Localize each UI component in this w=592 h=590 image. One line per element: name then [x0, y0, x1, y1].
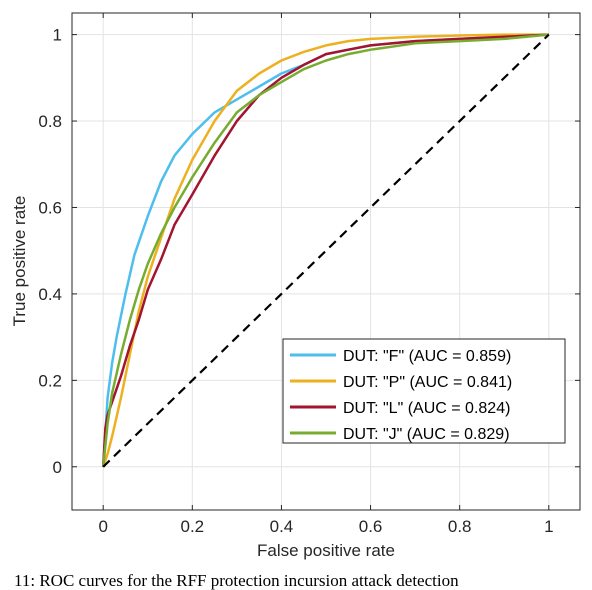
curves [101, 33, 550, 468]
chance-diagonal [102, 33, 550, 468]
y-tick-label: 0 [53, 458, 62, 477]
x-tick-label: 0.4 [270, 517, 294, 536]
y-tick-label: 0.8 [38, 112, 62, 131]
x-tick-label: 0.6 [359, 517, 383, 536]
x-tick-label: 0.8 [448, 517, 472, 536]
legend: DUT: "F" (AUC = 0.859) DUT: "P" (AUC = 0… [282, 338, 566, 444]
roc-curve-j [101, 33, 549, 467]
roc-chart: 0 0.2 0.4 0.6 0.8 1 0 0.2 0.4 0.6 0.8 1 False posit… [10, 12, 581, 560]
x-tick-label: 1 [544, 517, 553, 536]
x-tick-label: 0 [98, 517, 107, 536]
plot-frame [71, 12, 581, 511]
roc-curve-p [102, 33, 549, 468]
ticks: 0 0.2 0.4 0.6 0.8 1 0 0.2 0.4 0.6 0.8 1 [38, 13, 580, 536]
y-axis-label: True positive rate [10, 196, 29, 327]
roc-curve-l [101, 33, 549, 467]
legend-entry-f: DUT: "F" (AUC = 0.859) [343, 348, 511, 365]
x-tick-label: 0.2 [180, 517, 204, 536]
y-tick-label: 0.2 [38, 371, 62, 390]
y-tick-label: 0.6 [38, 198, 62, 217]
y-tick-label: 1 [53, 26, 62, 45]
legend-entry-l: DUT: "L" (AUC = 0.824) [343, 400, 510, 417]
x-axis-label: False positive rate [257, 541, 395, 560]
y-tick-label: 0.4 [38, 285, 62, 304]
legend-entry-j: DUT: "J" (AUC = 0.829) [343, 426, 510, 443]
grid [72, 13, 580, 510]
figure-caption: 11: ROC curves for the RFF protection in… [0, 571, 592, 590]
legend-entry-p: DUT: "P" (AUC = 0.841) [343, 374, 512, 391]
caption-text: 11: ROC curves for the RFF protection in… [14, 571, 459, 590]
